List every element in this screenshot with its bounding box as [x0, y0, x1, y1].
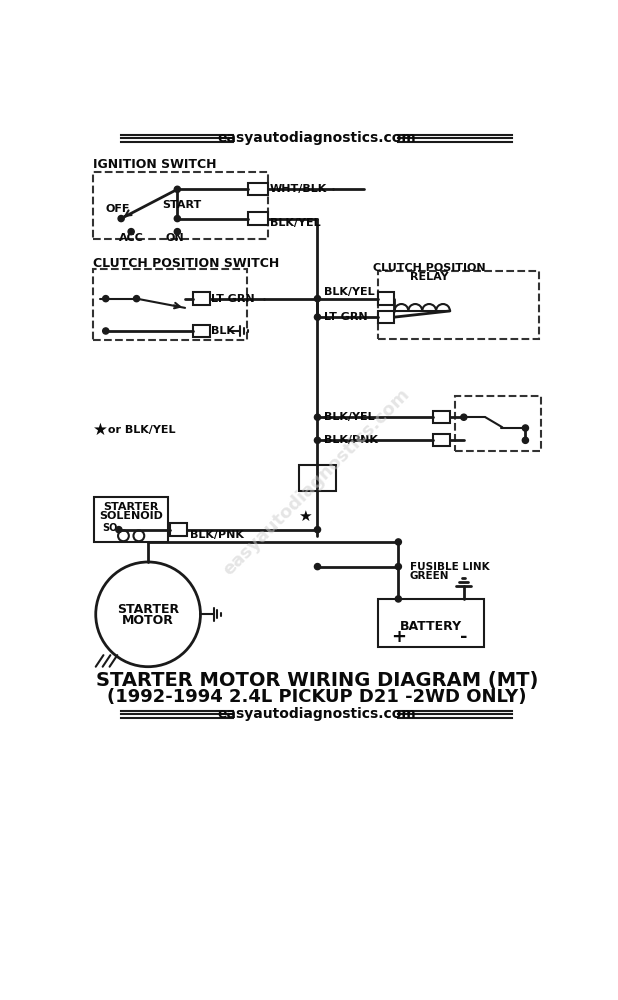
Text: STARTER: STARTER [117, 603, 179, 616]
Circle shape [396, 564, 402, 570]
Circle shape [174, 215, 180, 222]
Text: BLK/YEL: BLK/YEL [269, 218, 320, 228]
Text: BLK/PNK: BLK/PNK [190, 530, 244, 540]
Circle shape [118, 215, 124, 222]
Circle shape [128, 229, 134, 235]
Bar [170, 523, 187, 536]
Circle shape [315, 414, 321, 420]
Circle shape [133, 296, 140, 302]
Text: GREEN: GREEN [410, 571, 449, 581]
Text: CLUTCH POSITION: CLUTCH POSITION [373, 263, 486, 273]
Text: ON: ON [165, 233, 184, 243]
Text: SOLENOID: SOLENOID [99, 511, 163, 521]
Text: OFF: OFF [106, 204, 130, 214]
Text: BATTERY: BATTERY [400, 620, 462, 633]
Text: ACC: ACC [119, 233, 144, 243]
Circle shape [96, 562, 200, 667]
Bar [93, 269, 247, 340]
Text: -: - [460, 628, 468, 646]
Bar [433, 411, 450, 423]
Text: easyautodiagnostics.com: easyautodiagnostics.com [218, 707, 416, 721]
Bar [455, 396, 541, 451]
Text: LT GRN: LT GRN [324, 312, 367, 322]
Circle shape [315, 296, 321, 302]
Text: WHT/BLK: WHT/BLK [269, 184, 327, 194]
Bar [248, 183, 268, 195]
Text: START: START [162, 200, 201, 210]
Text: CLUTCH POSITION SWITCH: CLUTCH POSITION SWITCH [93, 257, 279, 270]
Text: BLK/YEL: BLK/YEL [324, 412, 375, 422]
Circle shape [118, 530, 129, 541]
Text: +: + [391, 628, 406, 646]
Bar [378, 292, 394, 305]
Bar [193, 325, 210, 337]
Circle shape [315, 314, 321, 320]
Bar [94, 497, 168, 542]
Text: FUSIBLE LINK: FUSIBLE LINK [410, 562, 489, 572]
Circle shape [522, 425, 528, 431]
Text: STARTER MOTOR WIRING DIAGRAM (MT): STARTER MOTOR WIRING DIAGRAM (MT) [96, 671, 538, 690]
Circle shape [174, 229, 180, 235]
Bar [378, 271, 540, 339]
Bar [299, 465, 336, 491]
Bar [193, 292, 210, 305]
Circle shape [315, 527, 321, 533]
Text: BLK/YEL: BLK/YEL [324, 287, 375, 297]
Text: IGNITION SWITCH: IGNITION SWITCH [93, 158, 216, 171]
Circle shape [103, 328, 109, 334]
Text: (1992-1994 2.4L PICKUP D21 -2WD ONLY): (1992-1994 2.4L PICKUP D21 -2WD ONLY) [107, 688, 527, 706]
Text: ★: ★ [298, 509, 311, 524]
Circle shape [174, 186, 180, 192]
Circle shape [396, 596, 402, 602]
Bar [433, 434, 450, 446]
Text: MOTOR: MOTOR [122, 614, 174, 627]
Text: BLK/PNK: BLK/PNK [324, 435, 378, 445]
Text: RELAY: RELAY [410, 272, 449, 282]
Bar [93, 172, 268, 239]
Text: ★: ★ [93, 421, 108, 439]
Circle shape [116, 527, 122, 533]
Circle shape [315, 564, 321, 570]
Circle shape [522, 437, 528, 443]
Bar [378, 599, 484, 647]
Text: LT GRN: LT GRN [211, 294, 255, 304]
Circle shape [396, 539, 402, 545]
Text: SO: SO [102, 523, 117, 533]
Bar [248, 212, 268, 225]
Text: or BLK/YEL: or BLK/YEL [104, 425, 176, 435]
Text: BLK: BLK [211, 326, 235, 336]
Circle shape [133, 530, 144, 541]
Circle shape [460, 414, 467, 420]
Text: easyautodiagnostics.com: easyautodiagnostics.com [220, 385, 413, 579]
Circle shape [315, 437, 321, 443]
Circle shape [103, 296, 109, 302]
Text: easyautodiagnostics.com: easyautodiagnostics.com [218, 131, 416, 145]
Text: STARTER: STARTER [103, 502, 159, 512]
Bar [378, 311, 394, 323]
